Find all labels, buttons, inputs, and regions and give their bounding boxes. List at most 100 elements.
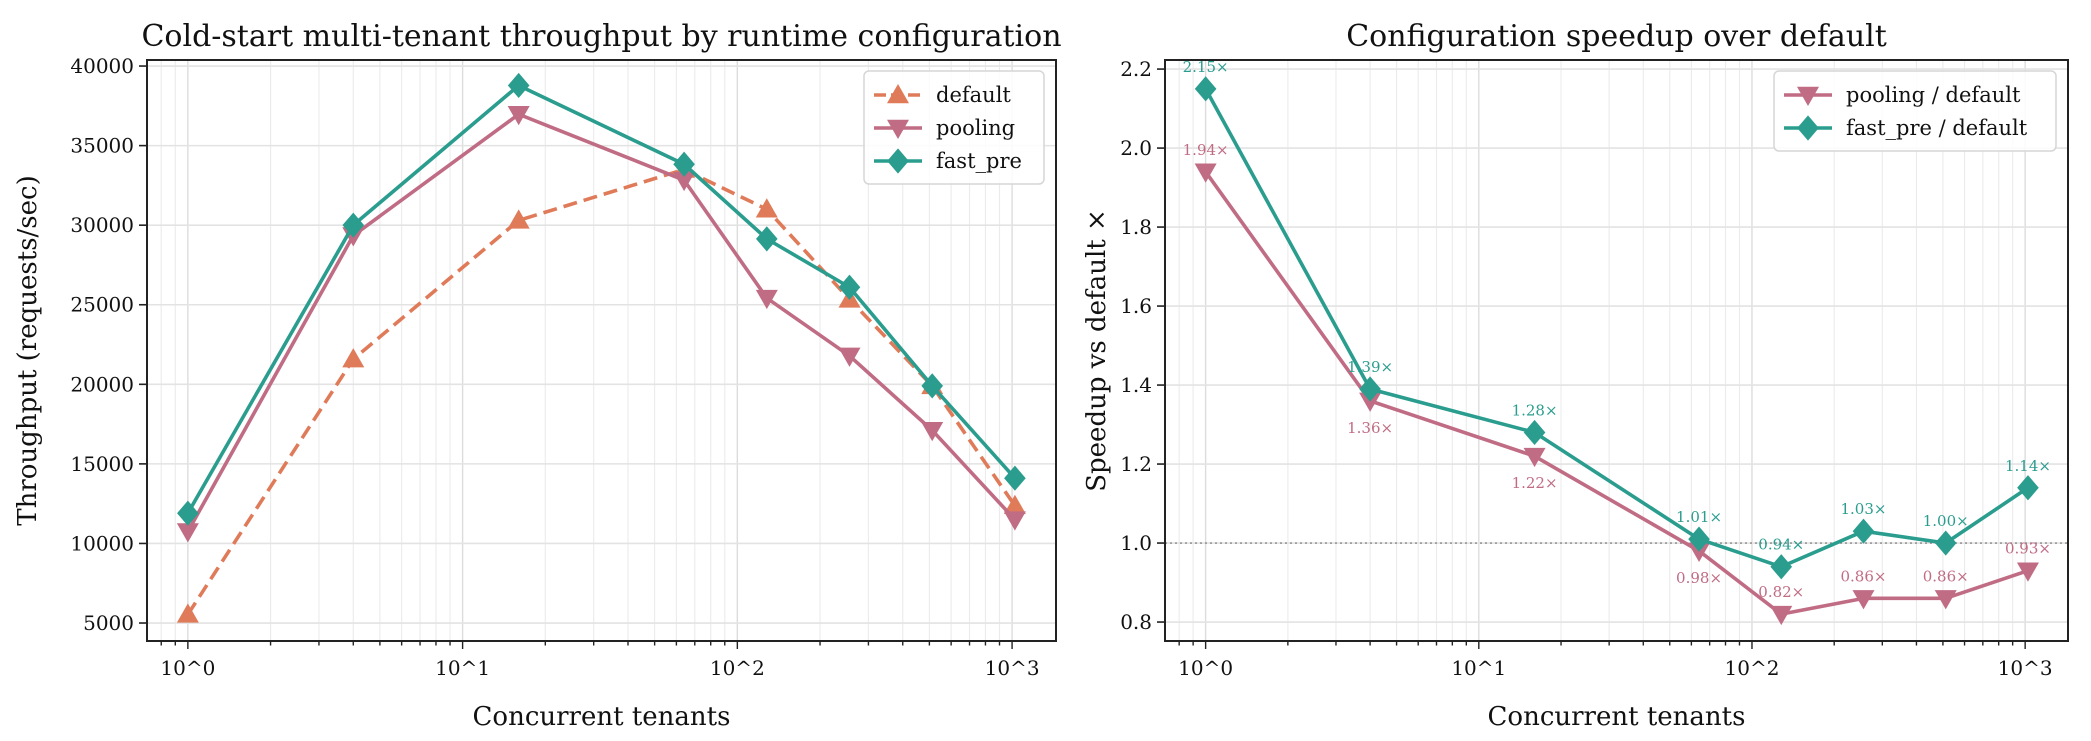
y-tick-label: 25000 xyxy=(70,293,134,317)
x-tick-label: 10^0 xyxy=(160,656,215,680)
y-tick-label: 15000 xyxy=(70,452,134,476)
data-point xyxy=(1770,605,1793,626)
data-point xyxy=(2017,475,2039,501)
y-tick-label: 20000 xyxy=(70,372,134,396)
data-label: 1.03× xyxy=(1841,500,1887,518)
data-label: 1.39× xyxy=(1347,358,1393,376)
data-point xyxy=(673,151,695,177)
y-tick-label: 40000 xyxy=(70,54,134,78)
data-label: 2.15× xyxy=(1183,58,1229,76)
y-tick-label: 1.6 xyxy=(1120,294,1152,318)
data-point xyxy=(177,500,199,526)
data-label: 0.94× xyxy=(1758,536,1804,554)
chart-0: 5000 10000 15000 20000 25000 30000 35000 40000 1… xyxy=(13,19,1062,732)
series-fast_pre xyxy=(177,72,1026,526)
series-pooling-default: 1.94× 1.36× 1.22× 0.98× 0.82× 0.86× 0.86× 0.93× xyxy=(1183,141,2051,626)
data-label: 1.36× xyxy=(1347,419,1393,437)
data-point xyxy=(1688,526,1710,552)
series-line xyxy=(1204,87,2029,569)
legend-label: fast_pre / default xyxy=(1846,116,2028,140)
series-line xyxy=(186,83,1017,515)
data-point xyxy=(838,347,861,367)
series-pooling xyxy=(176,106,1026,543)
legend-triangle-up-icon xyxy=(887,84,909,104)
data-label: 1.28× xyxy=(1512,401,1558,419)
data-point xyxy=(1194,163,1217,183)
data-point xyxy=(1852,590,1875,610)
data-point xyxy=(507,209,530,229)
y-tick-label: 1.0 xyxy=(1120,531,1152,555)
legend-box xyxy=(863,70,1045,185)
series-line xyxy=(186,167,1017,616)
y-tick-label: 1.8 xyxy=(1120,215,1152,239)
legend-label: pooling / default xyxy=(1846,83,2021,107)
legend-triangle-down-icon xyxy=(887,119,909,139)
x-tick-label: 10^1 xyxy=(435,656,490,680)
series-line xyxy=(186,112,1017,533)
data-label: 1.01× xyxy=(1676,508,1722,526)
data-point xyxy=(1688,542,1711,562)
data-point xyxy=(342,212,365,238)
legend-box xyxy=(1773,70,2057,152)
legend: default pooling fast_pre xyxy=(863,70,1045,185)
data-label: 0.86× xyxy=(1923,567,1969,585)
y-axis-label: Speedup vs default × xyxy=(1082,209,1112,492)
series-fast_pre-default: 2.15× 1.39× 1.28× 1.01× 0.94× 1.03× 1.00× 1.14× xyxy=(1183,58,2051,580)
y-tick-label: 30000 xyxy=(70,213,134,237)
legend-diamond-icon xyxy=(887,148,909,174)
x-tick-label: 10^1 xyxy=(1451,656,1506,680)
data-point xyxy=(507,72,530,99)
y-tick-label: 1.4 xyxy=(1120,373,1152,397)
data-point xyxy=(1004,465,1026,491)
y-tick-label: 35000 xyxy=(70,134,134,158)
data-point xyxy=(1934,530,1957,556)
y-tick-label: 2.0 xyxy=(1120,136,1152,160)
series-default xyxy=(176,158,1026,623)
data-point xyxy=(1523,447,1546,468)
x-tick-label: 10^3 xyxy=(1998,656,2053,680)
data-point xyxy=(1852,518,1875,544)
legend-diamond-icon xyxy=(1797,115,1819,141)
data-point xyxy=(176,523,199,543)
y-tick-label: 1.2 xyxy=(1120,452,1152,476)
data-point xyxy=(1770,554,1793,580)
data-point xyxy=(921,422,944,442)
data-point xyxy=(1359,392,1382,412)
x-axis-label: Concurrent tenants xyxy=(1488,702,1746,732)
data-point xyxy=(755,198,778,218)
y-tick-label: 0.8 xyxy=(1120,610,1152,634)
data-point xyxy=(176,603,199,623)
axes-frame xyxy=(1164,59,2069,642)
chart-title: Cold-start multi-tenant throughput by ru… xyxy=(141,19,1061,54)
y-tick-label: 5000 xyxy=(83,611,134,635)
data-point xyxy=(1359,376,1381,402)
data-point xyxy=(1003,511,1026,531)
data-point xyxy=(507,106,530,126)
x-tick-label: 10^2 xyxy=(710,656,765,680)
series-line xyxy=(1204,170,2029,616)
data-point xyxy=(1523,419,1546,446)
chart-1: 0.8 1.0 1.2 1.4 1.6 1.8 2.0 2.2 10^0 10^1 10^2 10^3… xyxy=(1082,19,2069,732)
data-point xyxy=(921,373,944,399)
data-point xyxy=(755,226,778,252)
axes-frame xyxy=(146,59,1057,642)
legend-label: fast_pre xyxy=(936,149,1022,173)
data-label: 1.94× xyxy=(1183,141,1229,159)
chart-title: Configuration speedup over default xyxy=(1346,19,1887,54)
data-label: 1.22× xyxy=(1512,474,1558,492)
data-point xyxy=(838,274,861,300)
data-label: 0.98× xyxy=(1676,569,1722,587)
data-label: 1.14× xyxy=(2005,457,2051,475)
data-label: 0.86× xyxy=(1841,567,1887,585)
y-tick-label: 2.2 xyxy=(1120,57,1152,81)
legend-triangle-down-icon xyxy=(1797,86,1819,106)
legend-label: default xyxy=(936,83,1011,107)
data-point xyxy=(342,348,365,368)
legend: pooling / default fast_pre / default xyxy=(1773,70,2057,152)
x-tick-label: 10^2 xyxy=(1725,656,1780,680)
y-axis-label: Throughput (requests/sec) xyxy=(13,175,43,525)
data-point xyxy=(1003,494,1026,514)
data-label: 0.93× xyxy=(2005,540,2051,558)
data-label: 1.00× xyxy=(1923,512,1969,530)
